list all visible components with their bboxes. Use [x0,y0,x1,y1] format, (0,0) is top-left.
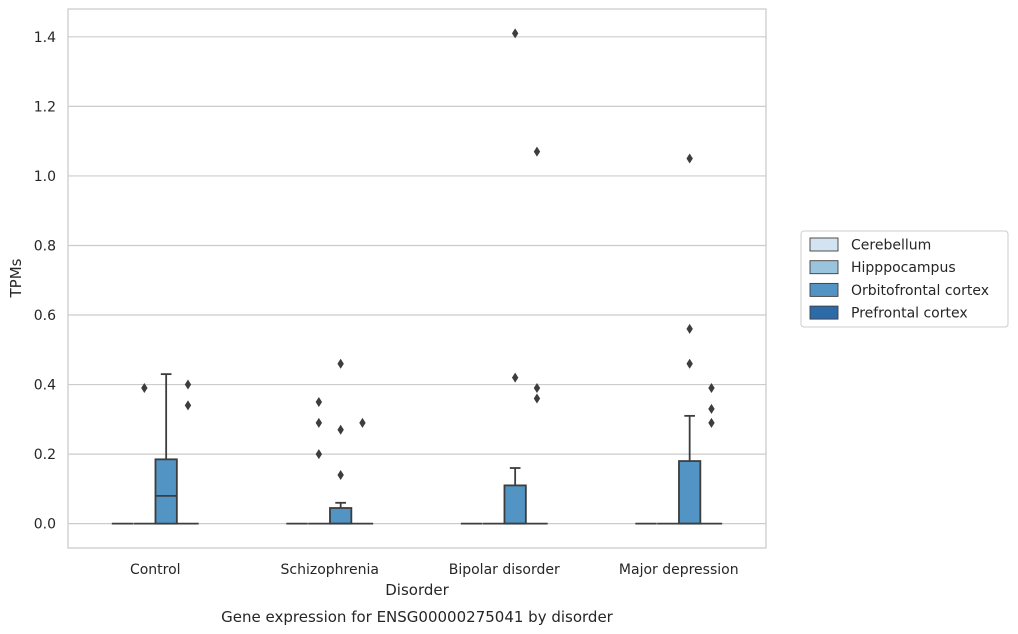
legend-frame [800,230,1009,328]
outlier-point [708,383,715,394]
box-group [133,383,156,525]
y-tick-label: 0.4 [34,378,56,394]
grid-lines [68,36,766,525]
outlier-point [315,417,323,428]
plot-frame [67,8,767,549]
y-tick-label: 0.8 [34,238,56,254]
outlier-point [686,358,693,369]
box [154,458,178,525]
legend-swatch [809,282,839,297]
box-group [177,379,199,525]
outlier-point [141,383,148,394]
outlier-point [337,469,344,480]
y-tick-label: 1.4 [34,30,56,46]
x-tick-label: Control [130,562,181,578]
y-axis-title: TPMs [7,258,25,298]
y-tick-label: 1.2 [34,99,56,115]
figure-caption: Gene expression for ENSG00000275041 by d… [221,608,614,626]
x-axis-title: Disorder [385,581,449,599]
outlier-point [337,358,344,369]
box-group [678,153,702,525]
outlier-point [511,28,519,39]
x-tick-label: Schizophrenia [281,562,379,578]
box-group [329,358,353,525]
y-tick-label: 0.2 [34,447,56,463]
legend: Cerebellum Hipppocampus Orbitofrontal cort… [800,230,1009,328]
legend-label: Cerebellum [851,238,931,254]
x-tick-label: Major depression [619,562,739,578]
y-tick-label: 0.0 [34,517,56,533]
box-group [351,417,374,525]
box [503,484,527,525]
outlier-point [315,396,323,407]
outlier-point [708,417,715,428]
outlier-point [359,417,366,428]
box [329,507,353,525]
outlier-point [533,146,541,157]
outlier-point [686,323,693,334]
box-group [526,146,548,525]
y-tick-labels: 0.0 0.2 0.4 0.6 0.8 1.0 1.2 1.4 [34,30,56,533]
y-tick-label: 0.6 [34,308,56,324]
box-group [308,396,330,525]
outlier-point [184,379,192,390]
outlier-point [533,393,541,404]
x-tick-label: Bipolar disorder [449,562,560,578]
box-group [503,28,527,525]
legend-swatch [809,260,839,275]
legend-label: Hipppocampus [851,260,956,276]
x-tick-labels: Control Schizophrenia Bipolar disorder Majo… [130,562,739,578]
outlier-point [533,383,541,394]
legend-label: Prefrontal cortex [851,306,968,322]
y-tick-label: 1.0 [34,169,56,185]
outlier-point [511,372,519,383]
outlier-point [708,403,715,414]
legend-label: Orbitofrontal cortex [851,283,989,299]
legend-swatch [809,237,839,252]
legend-swatch [809,305,839,320]
box-group [154,373,178,525]
outlier-point [686,153,693,164]
box-plots [111,28,723,525]
outlier-point [337,424,344,435]
outlier-point [315,449,323,460]
box-group [700,383,723,525]
outlier-point [184,400,192,411]
box [678,460,702,525]
